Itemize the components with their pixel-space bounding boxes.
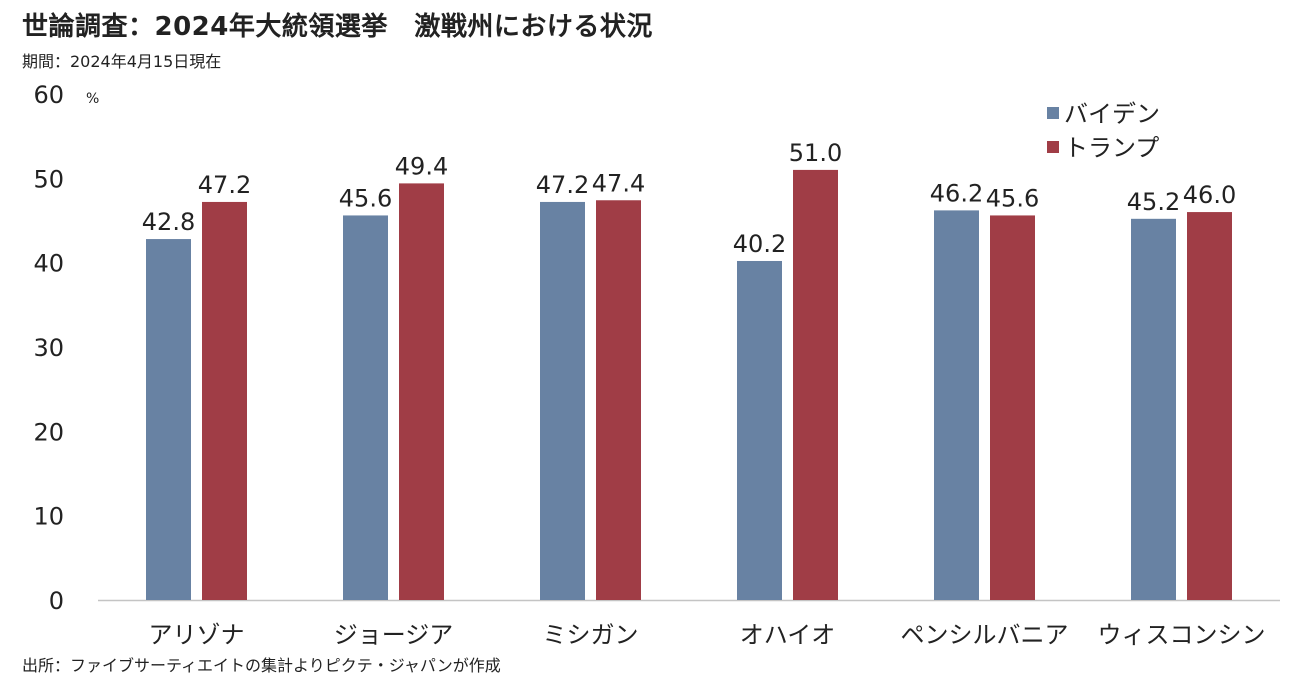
x-tick-label: ジョージア bbox=[334, 621, 454, 649]
source-note: 出所：ファイブサーティエイトの集計よりピクテ・ジャパンが作成 bbox=[22, 656, 501, 675]
x-tick-label: ウィスコンシン bbox=[1098, 621, 1266, 649]
x-tick-label: ミシガン bbox=[543, 621, 639, 649]
bar-trump bbox=[990, 215, 1035, 600]
data-label: 49.4 bbox=[395, 152, 448, 180]
x-tick-label: ペンシルバニア bbox=[901, 621, 1069, 649]
bar-biden bbox=[540, 201, 585, 601]
y-tick-label: 30 bbox=[33, 334, 64, 362]
data-label: 45.2 bbox=[1127, 188, 1180, 216]
data-label: 40.2 bbox=[733, 230, 786, 258]
legend-label: バイデン bbox=[1064, 100, 1160, 128]
y-tick-label: 0 bbox=[49, 587, 64, 615]
y-tick-label: 60 bbox=[33, 81, 64, 109]
data-label: 45.6 bbox=[986, 184, 1039, 212]
data-label: 47.2 bbox=[536, 171, 589, 199]
bar-trump bbox=[202, 201, 247, 601]
bar-trump bbox=[596, 200, 641, 600]
bar-biden bbox=[1131, 218, 1176, 600]
data-label: 46.0 bbox=[1183, 181, 1236, 209]
bar-biden bbox=[343, 215, 388, 600]
bar-trump bbox=[1187, 212, 1232, 601]
y-unit-label: % bbox=[86, 91, 99, 107]
y-tick-label: 50 bbox=[33, 165, 64, 193]
bar-trump bbox=[793, 169, 838, 600]
legend-label: トランプ bbox=[1064, 134, 1159, 162]
y-tick-label: 40 bbox=[33, 250, 64, 278]
x-tick-label: アリゾナ bbox=[149, 621, 245, 649]
legend-swatch-trump bbox=[1047, 141, 1059, 153]
data-label: 46.2 bbox=[930, 179, 983, 207]
data-label: 42.8 bbox=[142, 208, 195, 236]
x-tick-label: オハイオ bbox=[740, 621, 836, 649]
chart-title: 世論調査：2024年大統領選挙 激戦州における状況 bbox=[22, 12, 653, 42]
y-tick-label: 10 bbox=[33, 503, 64, 531]
legend-swatch-biden bbox=[1047, 107, 1059, 119]
bar-trump bbox=[399, 183, 444, 601]
data-label: 51.0 bbox=[789, 139, 842, 167]
data-label: 47.4 bbox=[592, 169, 645, 197]
period-note: 期間：2024年4月15日現在 bbox=[22, 52, 222, 71]
data-label: 47.2 bbox=[198, 171, 251, 199]
bar-biden bbox=[146, 239, 191, 600]
data-label: 45.6 bbox=[339, 184, 392, 212]
bar-biden bbox=[737, 260, 782, 600]
y-tick-label: 20 bbox=[33, 418, 64, 446]
bar-biden bbox=[934, 210, 979, 600]
